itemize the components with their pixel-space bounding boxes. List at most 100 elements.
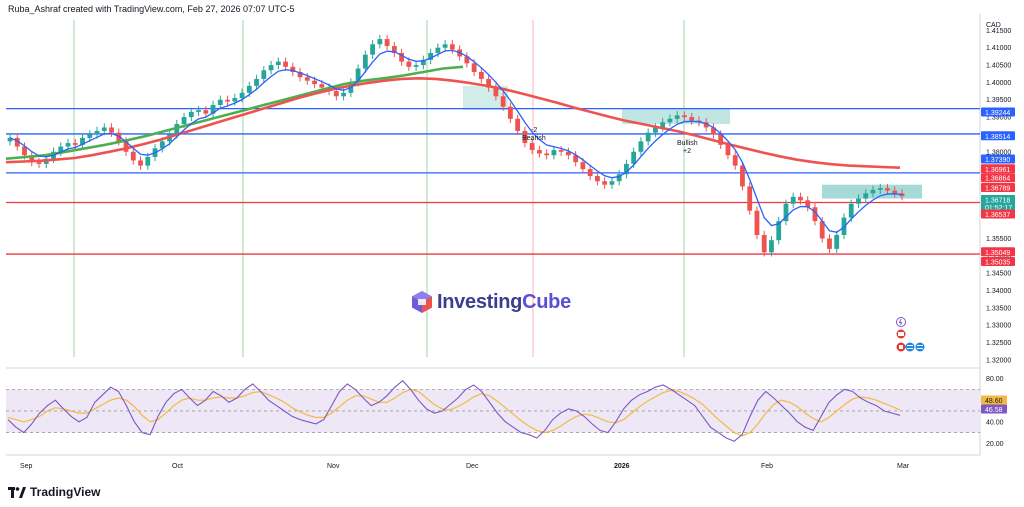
date-label: Sep — [20, 463, 33, 470]
price-tag-bg — [981, 164, 1015, 174]
candle-body — [65, 143, 71, 147]
candle-body — [181, 117, 187, 125]
candle-body — [420, 59, 426, 66]
candle-body — [36, 162, 42, 164]
candle-body — [769, 240, 774, 253]
candle-body — [529, 143, 535, 151]
candle-body — [587, 169, 593, 177]
candle-body — [486, 78, 492, 88]
candle-body — [566, 151, 571, 156]
price-tag-label: 1.36537 — [985, 212, 1010, 219]
event-flags-icon[interactable] — [893, 317, 933, 357]
candle-body — [94, 130, 100, 135]
candle-body — [283, 61, 288, 67]
candle-body — [377, 39, 383, 45]
candle-body — [319, 84, 325, 88]
candle-body — [609, 181, 615, 185]
candle-body — [7, 137, 13, 142]
candle-body — [602, 181, 608, 185]
rsi-tag-bg — [981, 395, 1007, 405]
price-tag-bg — [981, 195, 1015, 212]
candle-body — [877, 188, 883, 190]
watermark-text-1: Investing — [437, 290, 523, 313]
date-axis: Sep Oct Nov Dec 2026 Feb Mar — [20, 463, 910, 470]
rsi-tag-bg — [981, 404, 1007, 414]
ema-slow-line — [5, 77, 901, 169]
candle-body — [14, 137, 20, 147]
price-tick-label: 1.41000 — [986, 45, 1011, 52]
candle-body — [667, 118, 673, 123]
rsi-line — [7, 379, 901, 442]
price-tag-bg — [981, 209, 1015, 219]
price-tag-label: 1.39244 — [985, 110, 1010, 117]
candle-body — [261, 70, 267, 79]
candle-body — [217, 99, 223, 105]
candle-body — [689, 117, 695, 121]
candle-body — [109, 127, 114, 133]
candle-body — [297, 72, 303, 78]
candle-body — [558, 150, 564, 152]
price-tick-label: 1.39000 — [986, 115, 1011, 122]
price-tag-bg — [981, 107, 1015, 117]
price-tag-label: 1.35035 — [985, 260, 1010, 267]
candle-body — [754, 210, 760, 235]
candle-body — [885, 188, 890, 191]
candle-body — [544, 153, 550, 156]
candle-body — [391, 46, 397, 53]
candle-body — [711, 127, 716, 135]
candle-body — [863, 193, 869, 199]
price-tick-label: 1.34500 — [986, 271, 1011, 278]
candle-body — [87, 134, 93, 138]
candle-body — [682, 115, 687, 118]
candle-body — [29, 155, 35, 163]
price-tick-label: 1.40500 — [986, 63, 1011, 70]
date-label: Dec — [466, 463, 479, 470]
candle-body — [761, 234, 767, 253]
candle-body — [478, 72, 484, 79]
price-tick-label: 1.35500 — [986, 236, 1011, 243]
candle-body — [507, 106, 513, 119]
candle-body — [312, 80, 317, 85]
candle-body — [275, 61, 281, 66]
candle-body — [580, 162, 586, 170]
candle-body — [790, 196, 796, 204]
date-label: Feb — [761, 463, 773, 470]
candle-body — [551, 150, 557, 156]
tradingview-logo-icon — [8, 486, 26, 498]
candle-body — [341, 92, 346, 97]
candle-body — [595, 176, 600, 182]
chart-credit: Ruba_Ashraf created with TradingView.com… — [8, 4, 295, 14]
candle-body — [500, 96, 506, 107]
watermark-text-2: Cube — [522, 290, 571, 313]
rsi-pane — [6, 379, 980, 442]
price-tick-label: 1.38000 — [986, 149, 1011, 156]
candle-body — [145, 156, 151, 166]
candle-body — [370, 44, 376, 55]
bullish-label: Bullish — [677, 140, 698, 147]
candle-body — [718, 134, 724, 145]
countdown-label: 01:52:17 — [985, 205, 1012, 212]
tradingview-brand[interactable]: TradingView — [8, 485, 100, 499]
date-label: Oct — [172, 463, 183, 470]
candle-body — [101, 127, 107, 131]
candle-body — [362, 54, 368, 69]
price-axis: 1.41500 1.41000 1.40500 1.40000 1.39500 1.390… — [981, 28, 1015, 448]
candle-body — [406, 61, 412, 67]
rsi-tick-label: 20.00 — [986, 441, 1004, 448]
ema-fast-line — [9, 49, 903, 233]
price-tick-label: 1.33000 — [986, 323, 1011, 330]
candle-body — [674, 115, 680, 119]
candle-body — [631, 151, 637, 164]
date-label: Mar — [897, 463, 910, 470]
candle-body — [232, 98, 238, 102]
candle-body — [384, 39, 390, 47]
candle-body — [653, 127, 658, 133]
candle-body — [159, 141, 165, 149]
candle-body — [399, 52, 405, 62]
price-tick-label: 1.35000 — [986, 253, 1011, 260]
candle-body — [515, 118, 521, 131]
candle-body — [428, 52, 434, 60]
candle-body — [58, 146, 64, 152]
